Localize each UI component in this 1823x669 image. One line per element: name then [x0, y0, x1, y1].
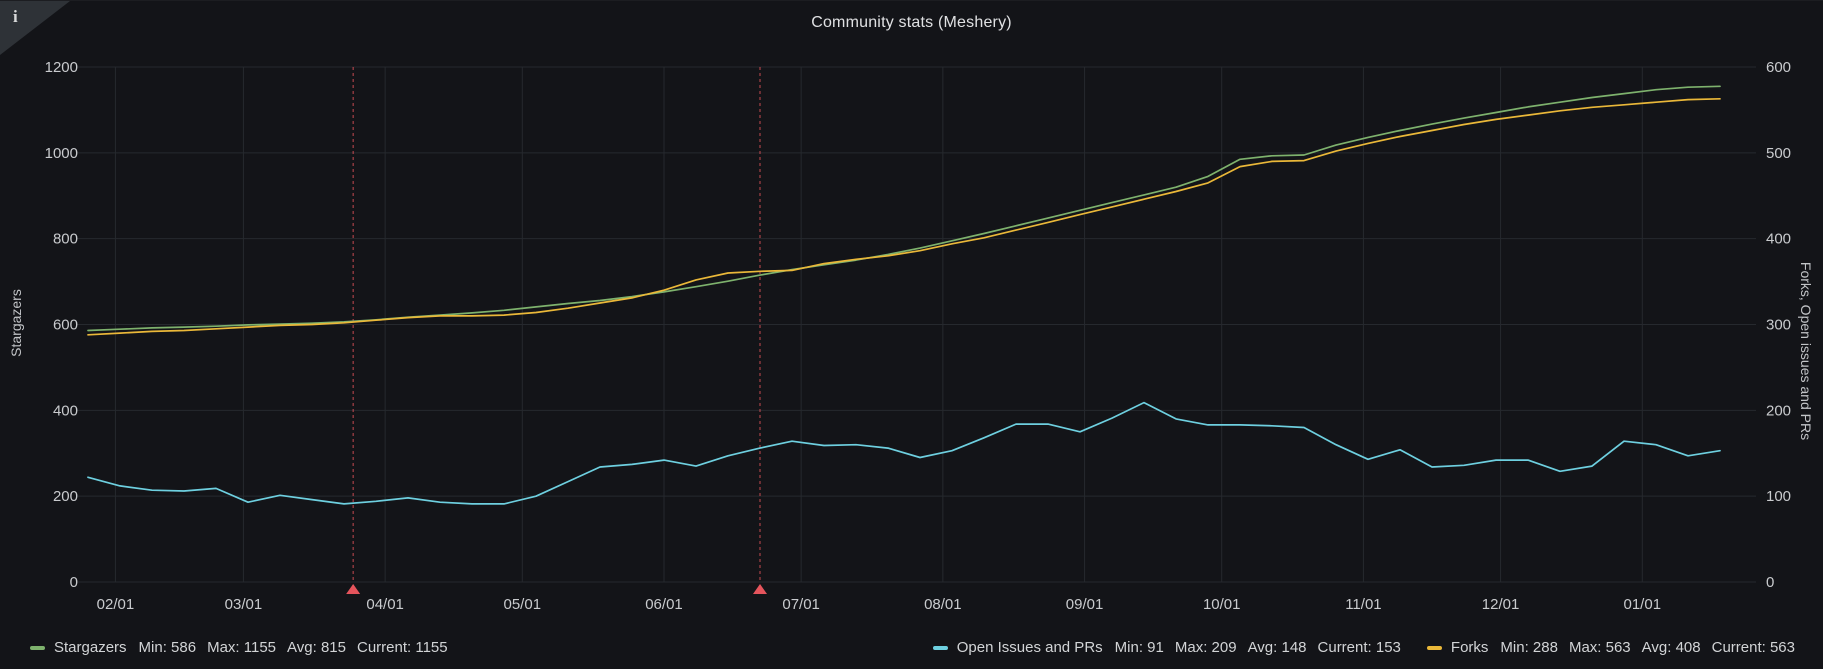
legend-series-name: Open Issues and PRs [956, 639, 1103, 656]
legend-stat-min: Min: 288 [1500, 639, 1558, 656]
y-left-tick-label: 600 [53, 317, 78, 334]
y-left-tick-label: 1200 [45, 59, 78, 76]
x-tick-label: 08/01 [924, 596, 962, 613]
x-tick-label: 10/01 [1203, 596, 1241, 613]
chart-legend: Stargazers Min: 586 Max: 1155 Avg: 815 Curre… [30, 639, 1795, 656]
legend-stat-max: Max: 1155 [207, 639, 277, 656]
y-left-tick-label: 800 [53, 231, 78, 248]
panel-title[interactable]: Community stats (Meshery) [811, 14, 1012, 31]
legend-item-stargazers[interactable]: Stargazers Min: 586 Max: 1155 Avg: 815 Curre… [30, 639, 448, 656]
legend-stat-avg: Avg: 148 [1247, 639, 1307, 656]
legend-series-name: Stargazers [54, 639, 127, 656]
legend-stat-max: Max: 209 [1174, 639, 1237, 656]
info-icon[interactable]: i [13, 7, 18, 26]
x-tick-label: 01/01 [1624, 596, 1662, 613]
x-tick-label: 06/01 [645, 596, 683, 613]
legend-stat-avg: Avg: 815 [287, 639, 346, 656]
x-tick-label: 04/01 [366, 596, 404, 613]
legend-stat-avg: Avg: 408 [1641, 639, 1701, 656]
x-tick-label: 11/01 [1345, 596, 1381, 613]
y-right-tick-label: 300 [1766, 317, 1791, 334]
legend-item-forks[interactable]: Forks Min: 288 Max: 563 Avg: 408 Current: 56… [1426, 639, 1795, 656]
y-right-tick-label: 600 [1766, 59, 1791, 76]
legend-stat-current: Current: 153 [1317, 639, 1401, 656]
y-right-tick-label: 0 [1766, 574, 1774, 591]
panel-info-corner-icon[interactable] [0, 1, 70, 55]
legend-swatch [30, 645, 45, 650]
x-tick-label: 05/01 [504, 596, 542, 613]
y-left-tick-label: 400 [53, 402, 78, 419]
legend-item-open-issues-and-prs[interactable]: Open Issues and PRs Min: 91 Max: 209 Avg: 1… [932, 639, 1401, 656]
legend-series-name: Forks [1450, 639, 1489, 656]
x-tick-label: 12/01 [1482, 596, 1520, 613]
legend-swatch [1426, 645, 1442, 650]
y-left-tick-label: 200 [53, 488, 78, 505]
y-left-tick-label: 0 [70, 574, 78, 591]
x-tick-label: 02/01 [97, 596, 135, 613]
series-line-forks [87, 97, 1721, 336]
annotation-marker[interactable] [346, 584, 361, 594]
y-right-tick-label: 400 [1766, 231, 1791, 248]
y-right-tick-label: 500 [1766, 145, 1791, 162]
legend-stat-min: Min: 91 [1114, 639, 1164, 656]
legend-stat-current: Current: 1155 [356, 639, 448, 656]
x-tick-label: 09/01 [1066, 596, 1104, 613]
y-right-tick-label: 100 [1766, 488, 1791, 505]
plot-area[interactable] [88, 67, 1756, 582]
legend-stat-current: Current: 563 [1711, 639, 1795, 656]
legend-stat-min: Min: 586 [138, 639, 197, 656]
y-right-tick-label: 200 [1766, 402, 1791, 419]
series-line-open-issues-and-prs [87, 401, 1721, 505]
annotation-marker[interactable] [753, 584, 767, 594]
x-tick-label: 07/01 [782, 596, 820, 613]
legend-stat-max: Max: 563 [1568, 639, 1631, 656]
y-left-tick-label: 1000 [45, 145, 78, 162]
x-tick-label: 03/01 [225, 596, 263, 613]
legend-swatch [932, 645, 948, 650]
